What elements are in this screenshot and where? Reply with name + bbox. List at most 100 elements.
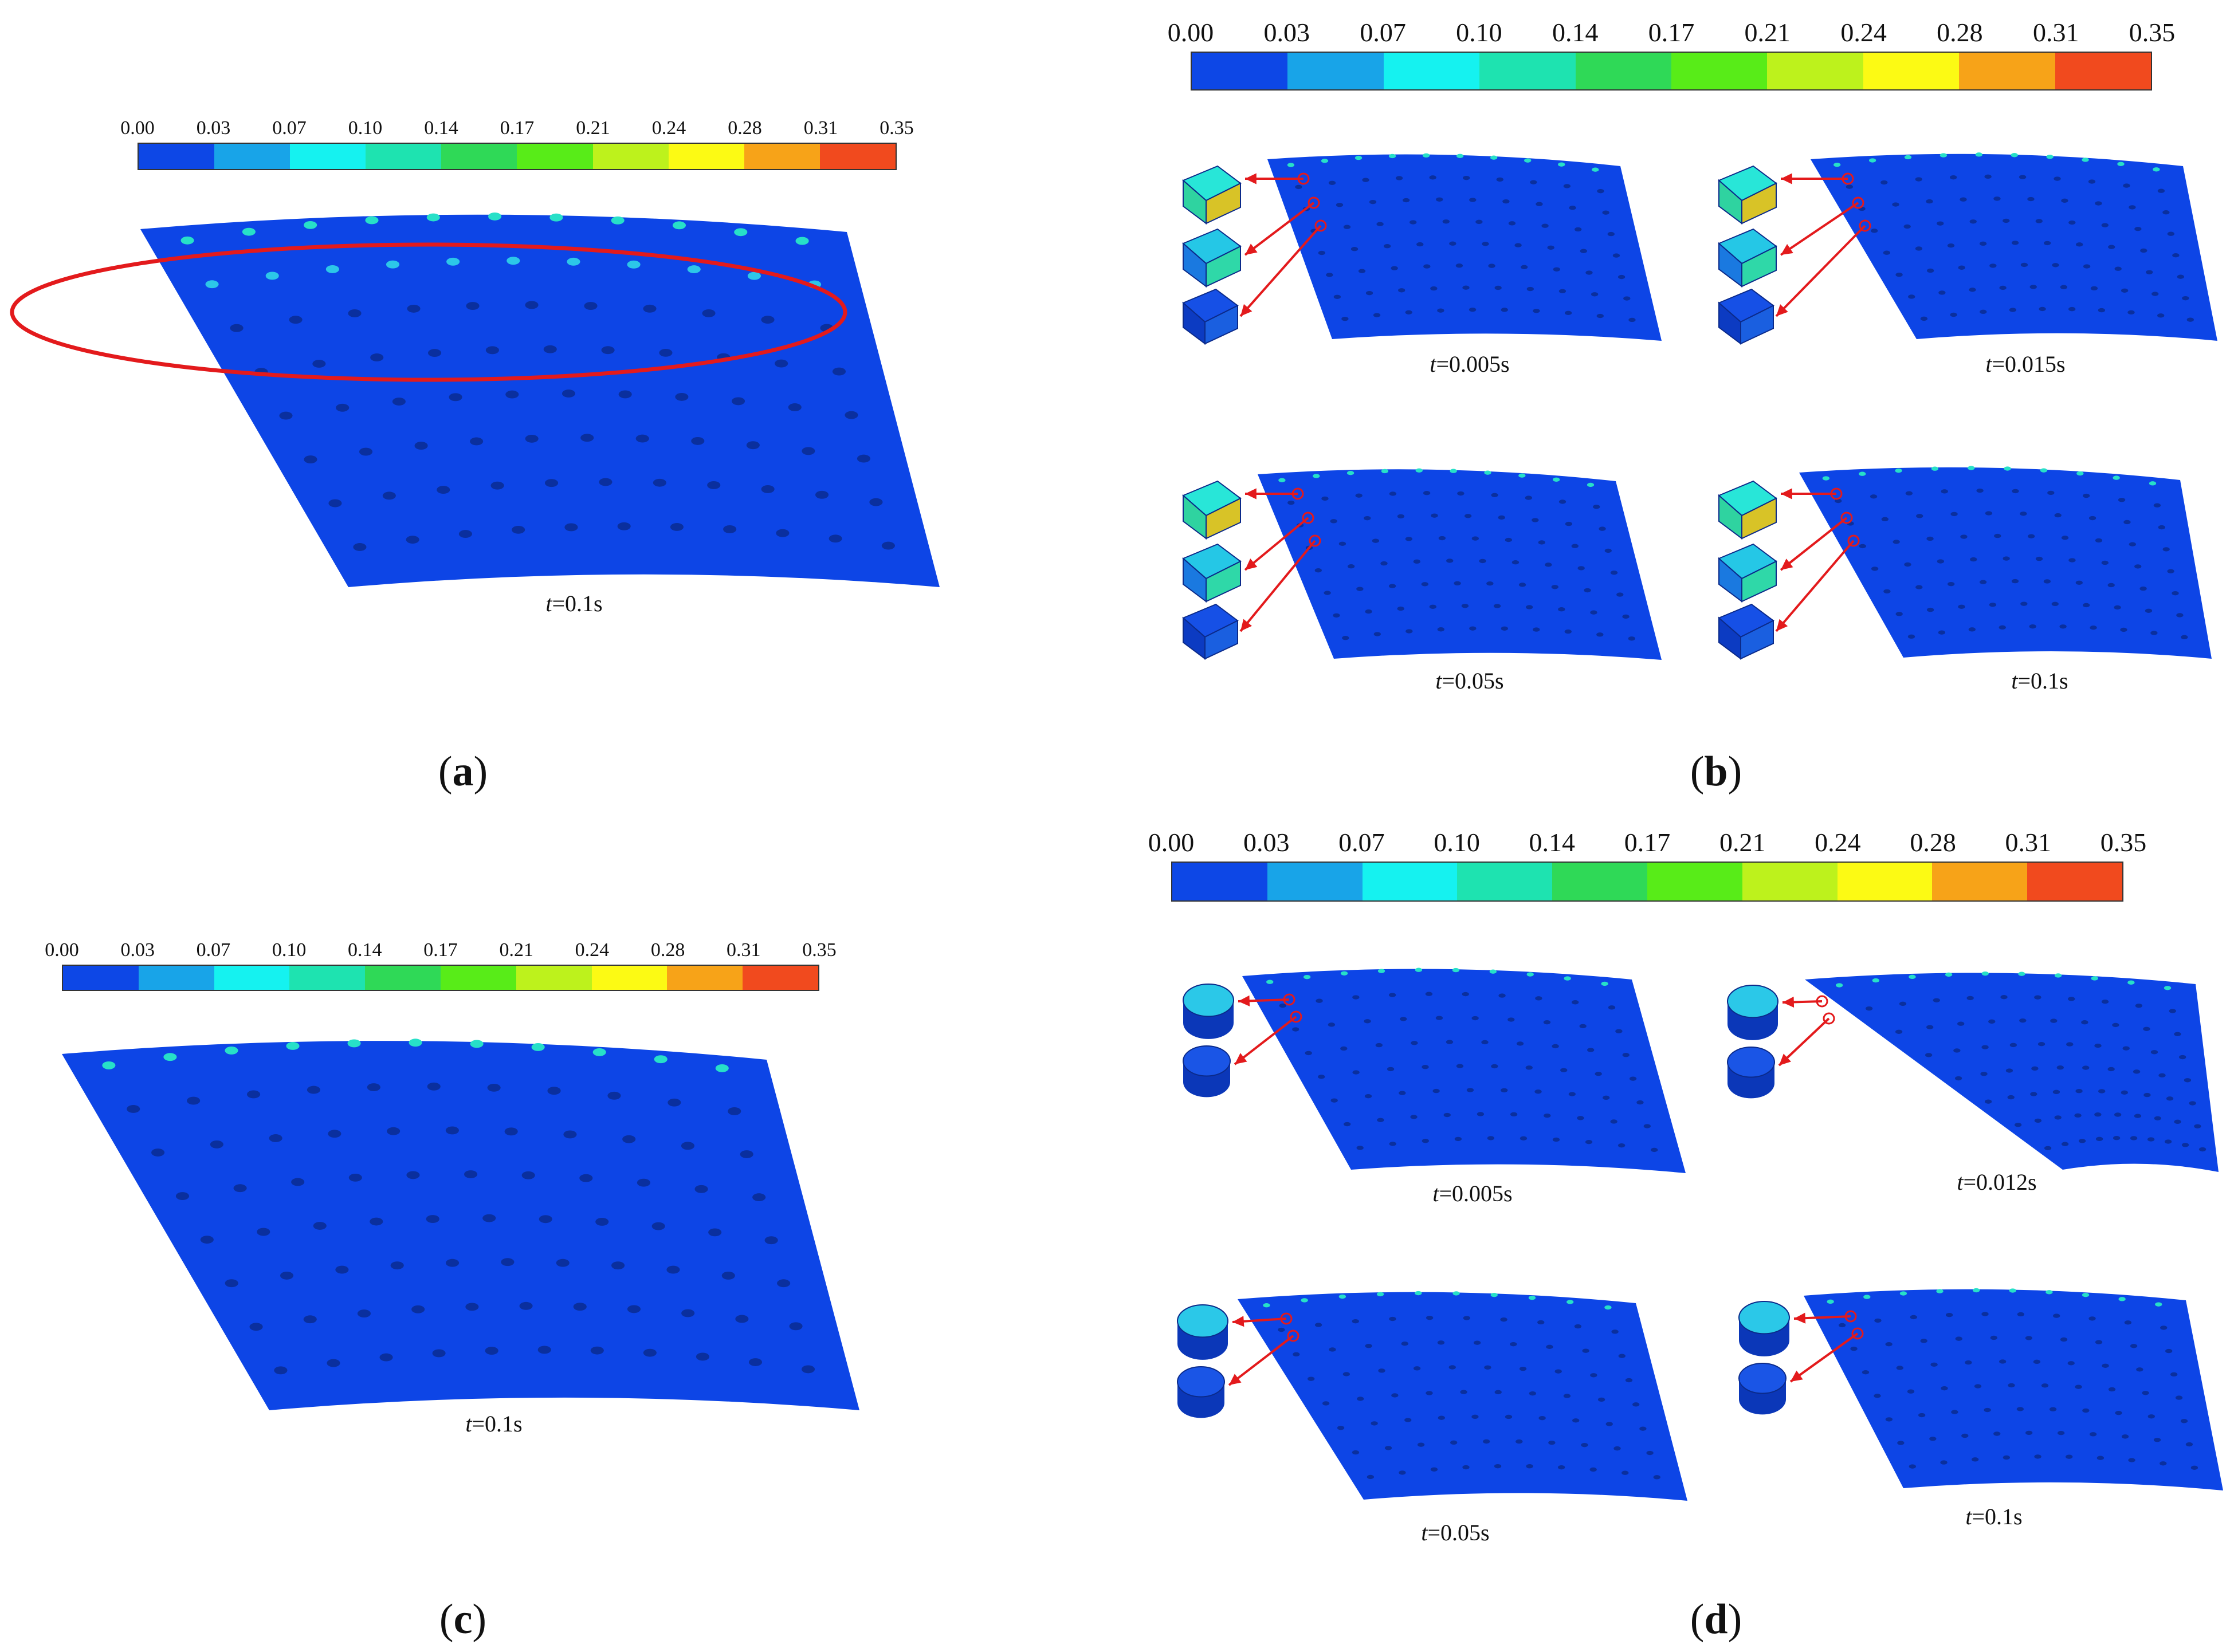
plate-hole [501, 1258, 515, 1266]
plate-hole [2114, 605, 2121, 610]
plate-hole [869, 498, 883, 506]
plate-hole [2029, 624, 2036, 629]
plate-hole [1533, 627, 1540, 632]
plate-hole [2003, 556, 2010, 561]
plate-hole [1455, 263, 1463, 268]
plate-hole [2122, 1046, 2130, 1051]
plate-hole [485, 346, 499, 355]
plate-hole [1953, 1048, 1961, 1053]
plate-hole [1304, 974, 1311, 980]
plate-hole [2107, 1067, 2115, 1072]
plate-hole [1365, 290, 1373, 296]
plate-hole [1287, 163, 1295, 167]
plate-hole [1587, 482, 1595, 487]
colorbar-a: 0.00 0.03 0.07 0.10 0.14 0.17 0.21 0.24 0.28 0.31… [120, 117, 914, 171]
plate-hole [2123, 183, 2130, 188]
colorbar-segment [591, 966, 668, 990]
callout-arrowhead [1240, 304, 1253, 316]
plate-hole [1510, 1112, 1518, 1117]
plate-hole [1575, 227, 1582, 232]
plate-hole [1505, 1414, 1513, 1419]
plate-hole [1981, 1312, 1989, 1316]
plate-hole [1563, 184, 1571, 188]
plate-hole [1484, 1365, 1491, 1370]
plate-hole [365, 216, 379, 225]
plate-hole [1969, 219, 1977, 224]
plate-hole [1400, 1017, 1407, 1021]
plate-hole [2000, 994, 2008, 1000]
plate-hole [1321, 496, 1329, 501]
plate-hole [1266, 980, 1274, 984]
plate-hole [1585, 1139, 1593, 1144]
plate-hole [2101, 1000, 2109, 1004]
plate-hole [269, 1134, 282, 1142]
plate-hole [2118, 498, 2126, 502]
plate-hole [205, 280, 219, 289]
colorbar-segment [1457, 862, 1553, 900]
plate-hole [2058, 1431, 2065, 1435]
plate-hole [519, 1301, 533, 1310]
plate-hole [2011, 241, 2019, 245]
plate-hole [1326, 273, 1333, 277]
plate-hole [458, 530, 472, 538]
plate-hole [1938, 630, 1946, 635]
plate-hole [1865, 1006, 1873, 1011]
plate-hole [1403, 198, 1410, 203]
inset-cube-bottom [1182, 288, 1239, 345]
plate-hole [1628, 317, 1636, 322]
plate-hole [2078, 1139, 2086, 1143]
plate-hole [1827, 1299, 1834, 1304]
plate-hole [1381, 469, 1389, 474]
plate-hole [1405, 537, 1413, 541]
plate-hole [1438, 1415, 1445, 1420]
plate-hole [1947, 243, 1955, 248]
plate-hole [580, 434, 594, 442]
plate-hole [2098, 1089, 2106, 1094]
plate-hole [1429, 175, 1436, 180]
plate-hole [795, 237, 809, 245]
colorbar-scale [1191, 51, 2152, 91]
time-label-d2: t=0.012s [1957, 1169, 2037, 1195]
plate-hole [525, 434, 539, 443]
panel-label-c: (c) [439, 1596, 487, 1643]
plate-hole [857, 454, 870, 463]
plate-hole [549, 213, 563, 222]
plate-hole [556, 1258, 570, 1267]
plate-hole [2029, 285, 2037, 289]
plate-hole [1437, 308, 1444, 313]
plate-hole [427, 1082, 441, 1091]
plate-hole [357, 1309, 371, 1317]
plate-hole [1926, 1025, 1934, 1029]
plate-hole [1340, 971, 1348, 976]
plate-b3 [1258, 468, 1662, 660]
plate-hole [1572, 1000, 1579, 1005]
colorbar-tick: 0.14 [1552, 18, 1599, 47]
plate-hole [2094, 1043, 2102, 1048]
plate-hole [2145, 608, 2153, 613]
plate-hole [1926, 536, 1934, 541]
plate-hole [1501, 308, 1508, 312]
plate-hole [643, 1348, 657, 1357]
plate-hole [2101, 560, 2109, 565]
plate-hole [2095, 1136, 2103, 1142]
plate-hole [2014, 1123, 2022, 1127]
plate-hole [2190, 1465, 2198, 1470]
time-label-d4: t=0.1s [1965, 1504, 2023, 1529]
plate-hole [2129, 542, 2136, 546]
plate-hole [1491, 1064, 1498, 1069]
plate-hole [348, 309, 362, 317]
plate-hole [1625, 1378, 1633, 1383]
plate-hole [274, 1366, 288, 1375]
plate-hole [1263, 1303, 1270, 1308]
plate-hole [200, 1236, 214, 1244]
inset-cube-top [1182, 165, 1242, 225]
plate-hole [1446, 558, 1454, 563]
plate-hole [2094, 1112, 2102, 1117]
plate-hole [1999, 285, 2007, 290]
plate-hole [2068, 997, 2075, 1001]
callout-arrowhead [1776, 304, 1788, 316]
plate-hole [1602, 210, 1609, 215]
plate-hole [1846, 184, 1854, 189]
plate-hole [1475, 219, 1483, 225]
callout-arrow [1775, 540, 1855, 632]
